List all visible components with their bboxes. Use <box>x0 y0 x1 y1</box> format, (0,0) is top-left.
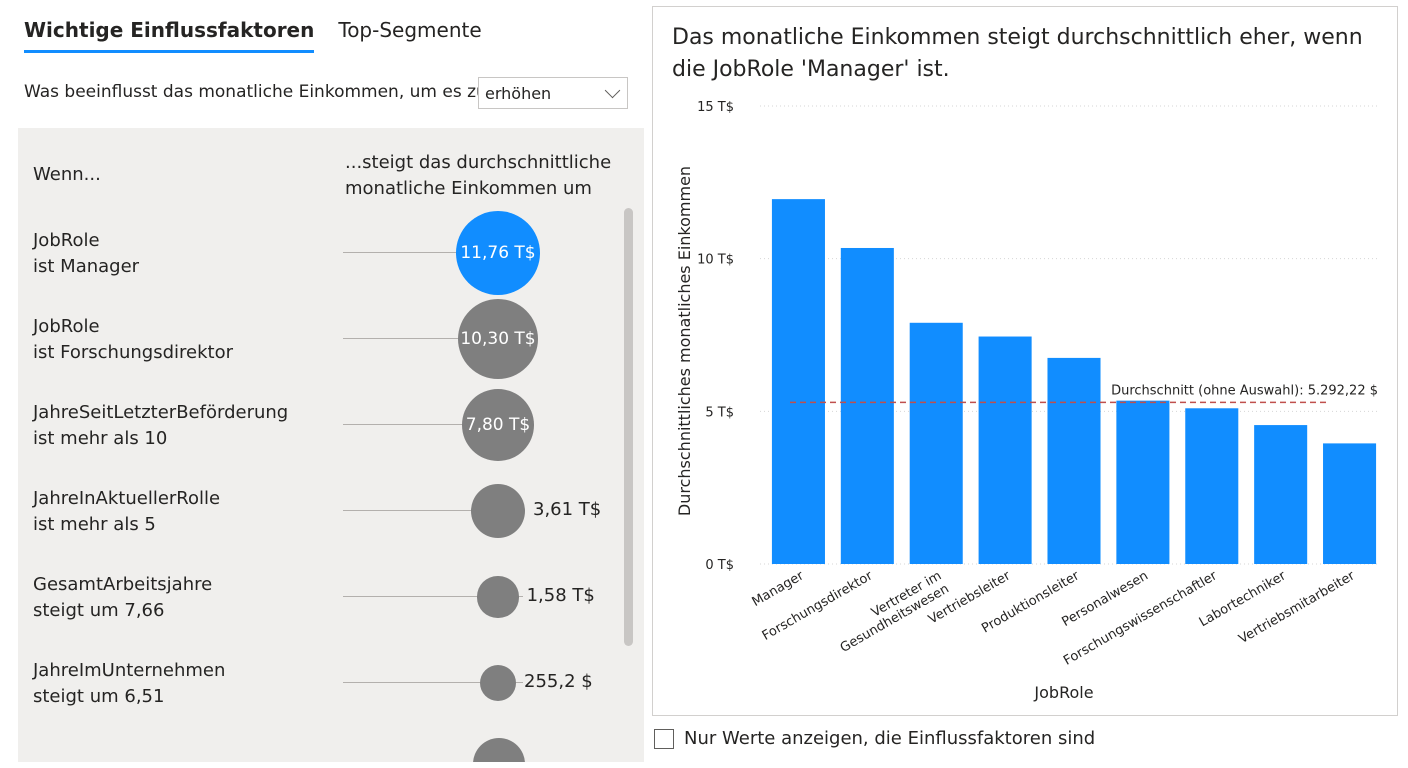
influencer-list: Wenn... ...steigt das durchschnittliche … <box>18 128 644 762</box>
analysis-question: Was beeinflusst das monatliche Einkommen… <box>24 82 487 102</box>
bar[interactable] <box>1323 443 1377 564</box>
influencer-condition-text: ist mehr als 10 <box>33 428 168 449</box>
influencer-connector-line <box>343 252 523 253</box>
bar[interactable] <box>1185 408 1239 564</box>
bar[interactable] <box>771 199 825 565</box>
direction-dropdown[interactable]: erhöhen <box>478 77 628 109</box>
influencer-bubble[interactable] <box>477 576 519 618</box>
bar[interactable] <box>909 322 963 564</box>
influencer-field: JobRole <box>33 230 100 251</box>
influencers-only-toggle[interactable]: Nur Werte anzeigen, die Einflussfaktoren… <box>654 728 1095 749</box>
bar[interactable] <box>1047 357 1101 564</box>
influencer-condition-text: steigt um 7,66 <box>33 600 165 621</box>
influencer-condition: JobRole ist Forschungsdirektor <box>33 314 233 366</box>
column-header-condition: Wenn... <box>33 164 101 185</box>
column-header-effect-line1: ...steigt das durchschnittliche <box>345 152 612 173</box>
x-tick-label-line: Vertriebsmitarbeiter <box>1236 568 1358 647</box>
influencer-field: JahreSeitLetzterBeförderung <box>33 402 289 423</box>
tab-bar: Wichtige Einflussfaktoren Top-Segmente <box>24 18 482 53</box>
influencer-row[interactable]: JobRole ist Manager 11,76 T$ <box>18 210 618 298</box>
x-tick-label: Vertriebsmitarbeiter <box>1236 568 1358 647</box>
scrollbar-thumb[interactable] <box>624 208 633 646</box>
tab-key-influencers[interactable]: Wichtige Einflussfaktoren <box>24 18 315 53</box>
influencer-field: JobRole <box>33 316 100 337</box>
x-tick-label-line: Manager <box>750 568 807 610</box>
influencer-bubble[interactable] <box>480 665 516 701</box>
x-axis-title: JobRole <box>1033 683 1093 702</box>
checkbox-label: Nur Werte anzeigen, die Einflussfaktoren… <box>684 728 1096 749</box>
influencer-connector-line <box>343 510 523 511</box>
y-tick-label: 0 T$ <box>705 558 734 573</box>
influencer-bubble-partial <box>473 738 525 762</box>
y-tick-label: 5 T$ <box>705 405 734 420</box>
bar[interactable] <box>1254 425 1308 564</box>
influencer-condition: JahreImUnternehmen steigt um 6,51 <box>33 658 225 710</box>
bar[interactable] <box>978 336 1032 564</box>
influencer-value: 1,58 T$ <box>526 585 595 606</box>
influencer-bubble[interactable]: 7,80 T$ <box>462 389 534 461</box>
x-tick-label: Manager <box>750 568 807 610</box>
average-reference-label: Durchschnitt (ohne Auswahl): 5.292,22 $ <box>1111 383 1378 398</box>
influencer-row[interactable]: JahreInAktuellerRolle ist mehr als 5 3,61 … <box>18 470 618 556</box>
influencer-row[interactable]: JahreSeitLetzterBeförderung ist mehr als … <box>18 384 618 470</box>
influencer-value: 3,61 T$ <box>533 499 602 520</box>
column-header-effect-line2: monatliche Einkommen um <box>345 178 592 199</box>
influencer-field: JahreImUnternehmen <box>33 660 226 681</box>
influencer-bubble[interactable]: 11,76 T$ <box>455 210 541 296</box>
column-header-effect: ...steigt das durchschnittliche monatlic… <box>345 150 611 202</box>
y-tick-label: 10 T$ <box>697 253 734 268</box>
checkbox[interactable] <box>654 728 674 749</box>
influencer-condition-text: ist Forschungsdirektor <box>33 342 233 363</box>
influencer-condition-text: ist Manager <box>33 256 140 277</box>
influencer-connector-line <box>343 596 523 597</box>
influencer-row[interactable]: JahreImUnternehmen steigt um 6,51 255,2 $ <box>18 642 618 728</box>
influencer-connector-line <box>343 338 523 339</box>
influencer-row[interactable]: JobRole ist Forschungsdirektor 10,30 T$ <box>18 298 618 384</box>
influencer-connector-line <box>343 682 523 683</box>
tab-top-segments[interactable]: Top-Segmente <box>338 18 482 42</box>
influencer-field: JahreInAktuellerRolle <box>33 488 221 509</box>
influencer-condition: JahreInAktuellerRolle ist mehr als 5 <box>33 486 220 538</box>
chart-title: Das monatliche Einkommen steigt durchsch… <box>672 25 1363 82</box>
influencer-condition: GesamtArbeitsjahre steigt um 7,66 <box>33 572 212 624</box>
influencer-condition-text: ist mehr als 5 <box>33 514 156 535</box>
influencer-condition-text: steigt um 6,51 <box>33 686 165 707</box>
bar[interactable] <box>840 247 894 565</box>
influencer-field: GesamtArbeitsjahre <box>33 574 213 595</box>
influencer-bubble[interactable] <box>471 484 525 538</box>
influencer-connector-line <box>343 424 523 425</box>
dropdown-value: erhöhen <box>485 84 552 103</box>
influencer-condition: JobRole ist Manager <box>33 228 139 280</box>
y-tick-label: 15 T$ <box>697 100 734 115</box>
bar-chart: 15 T$10 T$5 T$0 T$ManagerForschungsdirek… <box>675 100 1380 702</box>
influencer-row[interactable]: GesamtArbeitsjahre steigt um 7,66 1,58 T$ <box>18 556 618 642</box>
chevron-down-icon <box>604 82 621 99</box>
influencer-value: 255,2 $ <box>524 671 593 692</box>
y-axis-title: Durchschnittliches monatliches Einkommen <box>675 166 694 516</box>
influencer-bubble[interactable]: 10,30 T$ <box>457 298 539 380</box>
bar[interactable] <box>1116 400 1170 564</box>
influencer-condition: JahreSeitLetzterBeförderung ist mehr als … <box>33 400 288 452</box>
